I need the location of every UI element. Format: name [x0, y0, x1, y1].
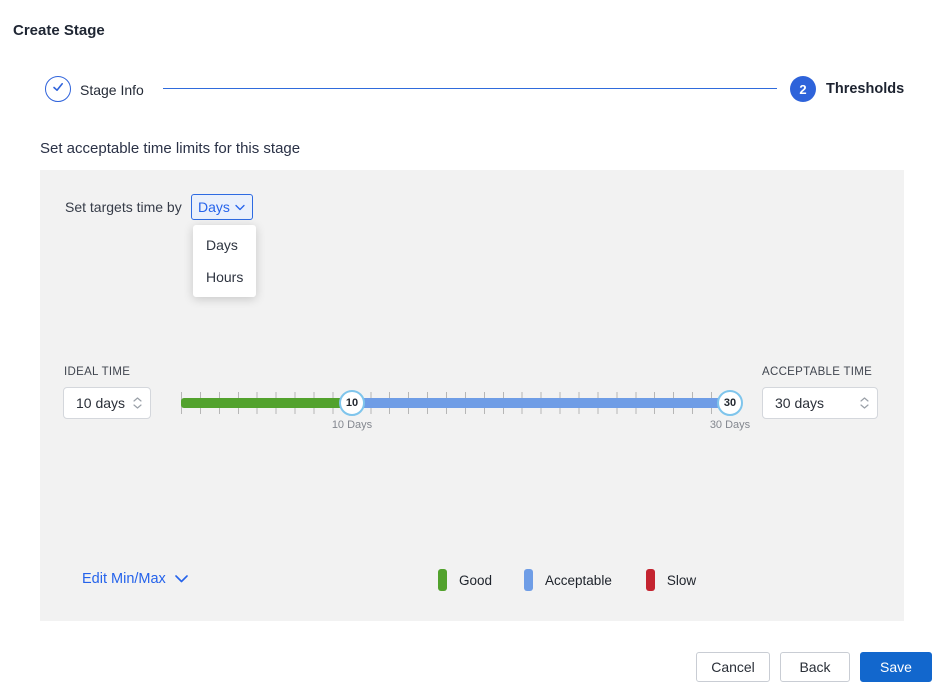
acceptable-time-stepper[interactable] [860, 397, 869, 409]
step2-active-circle[interactable]: 2 [790, 76, 816, 102]
check-icon [51, 80, 65, 99]
step2-label: Thresholds [826, 81, 905, 97]
slider-track-acceptable[interactable] [352, 398, 730, 408]
chevron-up-icon [860, 397, 869, 402]
acceptable-time-label: ACCEPTABLE TIME [762, 366, 873, 378]
step1-label: Stage Info [80, 82, 144, 98]
step1-completed-circle[interactable] [45, 76, 71, 102]
chevron-down-icon [133, 404, 142, 409]
acceptable-time-value: 30 days [775, 395, 825, 411]
stepper-connector-line [163, 88, 777, 89]
ideal-time-stepper[interactable] [133, 397, 142, 409]
good-label: Good [459, 572, 493, 588]
page-title: Create Stage [13, 22, 105, 39]
slider-handle-acceptable-value: 30 [723, 397, 737, 409]
acceptable-time-input[interactable]: 30 days [762, 387, 878, 419]
slider-handle-ideal-value: 10 [345, 397, 359, 409]
slider-caption-acceptable: 30 Days [709, 419, 751, 431]
ideal-time-label: IDEAL TIME [64, 366, 131, 378]
ideal-time-value: 10 days [76, 395, 126, 411]
save-button[interactable]: Save [860, 652, 932, 682]
unit-dropdown-trigger[interactable]: Days [191, 194, 253, 220]
targets-time-label: Set targets time by [65, 199, 182, 215]
unit-dropdown-value: Days [198, 199, 230, 215]
good-swatch [438, 569, 447, 591]
chevron-down-icon [235, 198, 245, 216]
unit-option-days[interactable]: Days [206, 237, 238, 253]
edit-minmax-label: Edit Min/Max [82, 571, 166, 587]
edit-minmax-link[interactable]: Edit Min/Max [82, 571, 188, 587]
slider-handle-ideal[interactable]: 10 [339, 390, 365, 416]
chevron-down-icon [175, 571, 188, 587]
chevron-down-icon [860, 404, 869, 409]
back-button[interactable]: Back [780, 652, 850, 682]
slider-handle-acceptable[interactable]: 30 [717, 390, 743, 416]
section-heading: Set acceptable time limits for this stag… [40, 140, 301, 157]
slider-track-good[interactable] [181, 398, 352, 408]
unit-dropdown-menu: Days Hours [193, 225, 256, 297]
slow-label: Slow [666, 572, 697, 588]
ideal-time-input[interactable]: 10 days [63, 387, 151, 419]
acceptable-label: Acceptable [545, 572, 612, 588]
cancel-button[interactable]: Cancel [696, 652, 770, 682]
step2-number: 2 [799, 81, 807, 97]
threshold-legend: Good Acceptable Slow [438, 569, 696, 591]
acceptable-swatch [524, 569, 534, 591]
unit-option-hours[interactable]: Hours [206, 269, 244, 285]
slider-caption-ideal: 10 Days [331, 419, 373, 431]
chevron-up-icon [133, 397, 142, 402]
slow-swatch [645, 569, 655, 591]
